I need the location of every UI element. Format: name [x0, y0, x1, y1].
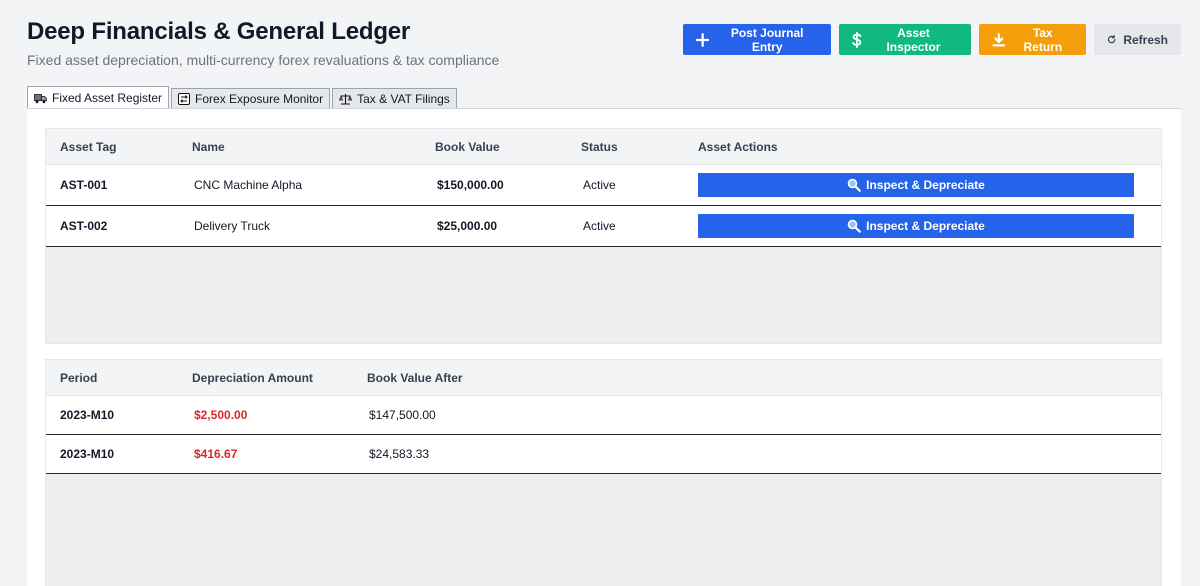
column-header-status[interactable]: Status [581, 139, 618, 154]
refresh-label: Refresh [1123, 32, 1168, 47]
page-header: Deep Financials & General Ledger Fixed a… [27, 18, 499, 68]
column-header-period[interactable]: Period [60, 370, 98, 385]
asset-inspector-label: Asset Inspector [886, 25, 941, 54]
asset-tag-cell: AST-002 [60, 219, 108, 233]
tab-label: Fixed Asset Register [52, 91, 163, 105]
table-row[interactable]: 2023-M10 $2,500.00 $147,500.00 [46, 396, 1161, 435]
table-row[interactable]: 2023-M10 $416.67 $24,583.33 [46, 435, 1161, 474]
column-header-asset-tag[interactable]: Asset Tag [60, 139, 117, 154]
tab-tax-vat-filings[interactable]: Tax & VAT Filings [332, 88, 457, 109]
page-title: Deep Financials & General Ledger [27, 18, 411, 45]
tab-bar: Fixed Asset Register Forex Exposure Moni… [27, 86, 457, 109]
column-header-depreciation-amount[interactable]: Depreciation Amount [192, 370, 313, 385]
tab-label: Tax & VAT Filings [357, 92, 450, 106]
grid-header: Asset Tag Name Book Value Status Asset A… [46, 129, 1161, 165]
table-row[interactable]: AST-001 CNC Machine Alpha $150,000.00 Ac… [46, 165, 1161, 206]
asset-name-cell: CNC Machine Alpha [194, 178, 303, 192]
asset-inspector-button[interactable]: Asset Inspector [839, 24, 971, 55]
book-value-cell: $150,000.00 [437, 178, 504, 192]
dollar-icon [852, 31, 862, 48]
truck-icon [34, 93, 47, 103]
column-header-book-value[interactable]: Book Value [435, 139, 500, 154]
depreciation-amount-cell: $416.67 [194, 447, 238, 461]
column-header-asset-actions[interactable]: Asset Actions [698, 139, 778, 154]
post-journal-entry-button[interactable]: Post Journal Entry [683, 24, 831, 55]
magnifier-icon [847, 219, 861, 233]
tax-return-button[interactable]: Tax Return [979, 24, 1086, 55]
depreciation-schedule-grid: Period Depreciation Amount Book Value Af… [45, 359, 1162, 586]
table-row[interactable]: AST-002 Delivery Truck $25,000.00 Active… [46, 206, 1161, 247]
page-subtitle: Fixed asset depreciation, multi-currency… [27, 52, 500, 68]
tax-return-label: Tax Return [1023, 25, 1063, 54]
post-journal-entry-label: Post Journal Entry [730, 25, 804, 54]
status-cell: Active [583, 178, 616, 192]
depreciation-amount-cell: $2,500.00 [194, 408, 248, 422]
tab-fixed-asset-register[interactable]: Fixed Asset Register [27, 86, 170, 109]
plus-icon [696, 32, 710, 47]
asset-name-cell: Delivery Truck [194, 219, 271, 233]
column-header-name[interactable]: Name [192, 139, 225, 154]
period-cell: 2023-M10 [60, 408, 115, 422]
magnifier-icon [847, 178, 861, 192]
tab-label: Forex Exposure Monitor [195, 92, 324, 106]
tab-forex-exposure-monitor[interactable]: Forex Exposure Monitor [171, 88, 331, 109]
period-cell: 2023-M10 [60, 447, 115, 461]
refresh-button[interactable]: Refresh [1094, 24, 1181, 55]
inspect-depreciate-button[interactable]: Inspect & Depreciate [698, 173, 1134, 197]
scales-icon [339, 94, 353, 105]
inspect-depreciate-button[interactable]: Inspect & Depreciate [698, 214, 1134, 238]
inspect-depreciate-label: Inspect & Depreciate [866, 178, 985, 192]
inspect-depreciate-label: Inspect & Depreciate [866, 219, 985, 233]
book-value-cell: $25,000.00 [437, 219, 498, 233]
grid-header: Period Depreciation Amount Book Value Af… [46, 360, 1161, 396]
book-value-after-cell: $24,583.33 [369, 447, 430, 461]
status-cell: Active [583, 219, 616, 233]
toolbar: Post Journal Entry Asset Inspector Tax R… [683, 24, 1181, 55]
book-value-after-cell: $147,500.00 [369, 408, 436, 422]
tab-panel-fixed-asset-register: Asset Tag Name Book Value Status Asset A… [27, 108, 1181, 586]
asset-tag-cell: AST-001 [60, 178, 108, 192]
column-header-book-value-after[interactable]: Book Value After [367, 370, 463, 385]
refresh-icon [1107, 34, 1116, 44]
currency-exchange-icon [178, 93, 191, 105]
download-icon [992, 32, 1006, 46]
asset-register-grid: Asset Tag Name Book Value Status Asset A… [45, 128, 1162, 344]
